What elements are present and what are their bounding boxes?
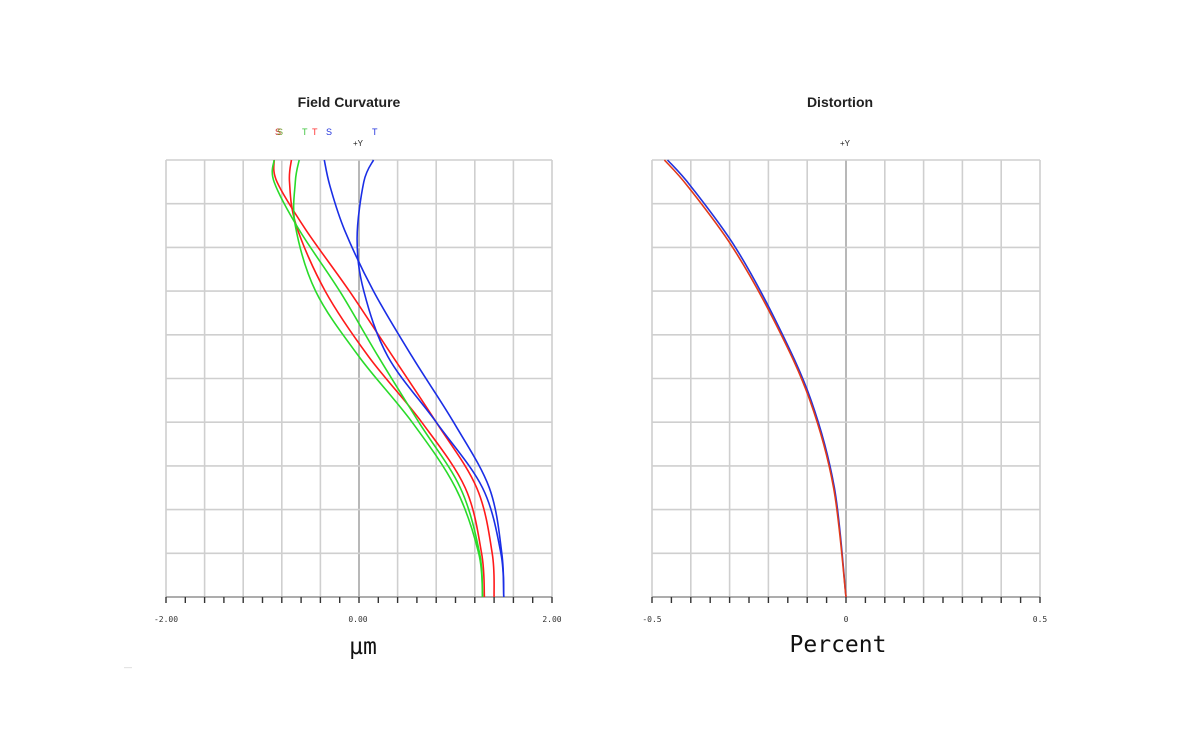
field-curvature-xlabel: µm [349,634,377,660]
distortion-title: Distortion [807,94,873,110]
field-curvature-series-1-line [288,159,486,598]
distortion-curves [663,159,847,598]
field-curvature-series-5-line [356,159,505,598]
field-curvature-series-0-line [272,159,495,598]
field-curvature-curves [271,159,505,598]
corner-mark: — [124,663,132,672]
field-curvature-xtick-max: 2.00 [542,615,561,624]
legend-entry-s-0: S [275,127,281,137]
legend-entry-t-2: T [302,127,308,137]
field-curvature-x-ticks [165,597,553,603]
distortion-xtick-mid: 0 [844,615,849,624]
distortion-xtick-min: -0.5 [642,615,661,624]
distortion-xlabel: Percent [790,632,887,658]
legend-entry-t-5: T [372,127,378,137]
field-curvature-xtick-min: -2.00 [154,615,178,624]
legend-entry-s-1: S [277,127,283,137]
distortion-x-ticks [651,597,1041,603]
field-curvature-series-3-line [292,159,484,598]
distortion-grid [651,159,1041,598]
distortion-field-label: +Y [840,139,851,148]
field-curvature-series-2-line [271,159,484,598]
field-curvature-xtick-mid: 0.00 [348,615,367,624]
field-curvature-grid [165,159,553,598]
distortion-series-1-line [663,159,847,598]
field-curvature-legend: SS T T S T [275,127,378,137]
field-curvature-field-label: +Y [353,139,364,148]
legend-entry-t-3: T [312,127,318,137]
field-curvature-title: Field Curvature [298,94,401,110]
field-curvature-chart: Field Curvature SS T T S T +Y -2.00 0.00 2.0… [154,94,562,660]
distortion-chart: Distortion +Y -0.5 0 0.5 Percent [642,94,1047,658]
legend-entry-s-4: S [326,127,332,137]
distortion-xtick-max: 0.5 [1033,615,1048,624]
field-curvature-series-4-line [323,159,505,598]
